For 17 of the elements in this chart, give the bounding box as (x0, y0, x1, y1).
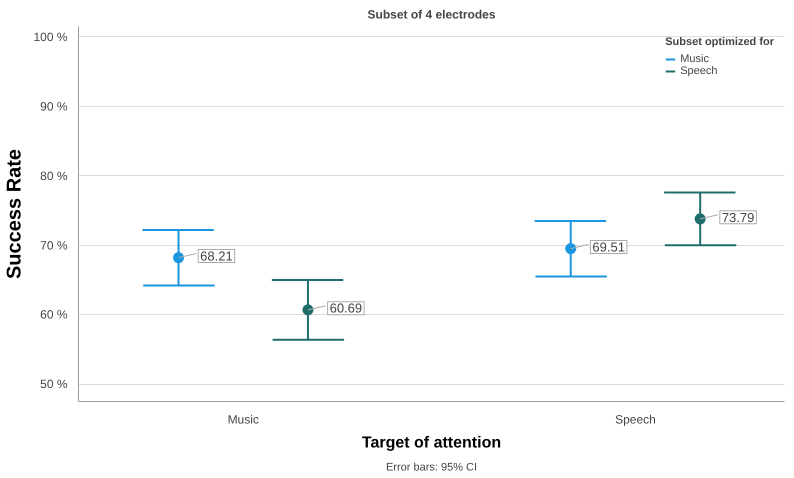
y-tick-label: 50 % (40, 377, 68, 392)
data-label: 68.21 (200, 248, 233, 264)
data-label: 73.79 (722, 210, 754, 225)
y-tick-label: 70 % (40, 238, 68, 252)
legend-label: Speech (680, 65, 718, 77)
x-axis-title: Target of attention (362, 434, 502, 452)
y-tick-label: 80 % (40, 168, 68, 183)
data-label: 60.69 (330, 300, 362, 316)
chart-title: Subset of 4 electrodes (367, 8, 496, 22)
legend-label: Music (680, 53, 709, 65)
y-tick-label: 60 % (40, 308, 68, 322)
legend-title: Subset optimized for (665, 36, 774, 48)
data-label: 69.51 (592, 239, 625, 254)
y-tick-label: 90 % (40, 99, 68, 114)
y-axis-title: Success Rate (3, 148, 26, 280)
y-tick-label: 100 % (33, 30, 68, 44)
text: Error bars: 95% CI (386, 462, 478, 474)
